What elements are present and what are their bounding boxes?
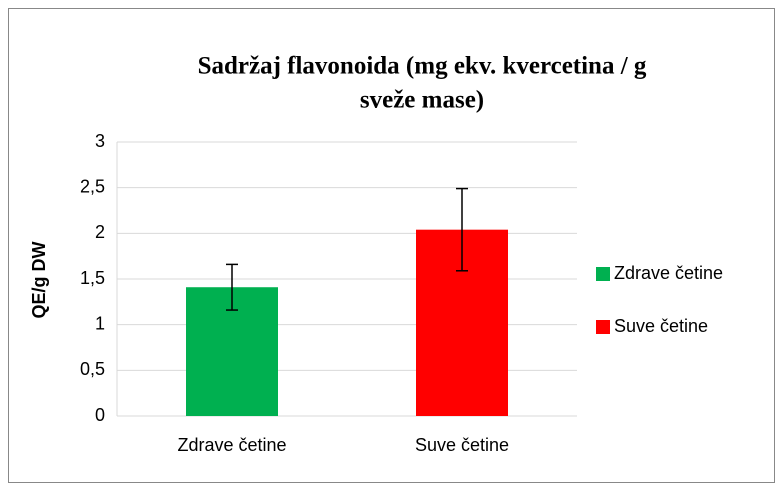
y-axis-label: QE/g DW — [29, 241, 49, 318]
chart-title: sveže mase) — [360, 87, 484, 114]
y-tick-label: 3 — [95, 131, 105, 151]
legend-label: Suve četine — [614, 316, 708, 336]
x-tick-label: Zdrave četine — [177, 435, 286, 455]
y-tick-label: 2,5 — [80, 176, 105, 196]
chart-frame — [8, 8, 775, 483]
y-tick-label: 0 — [95, 405, 105, 425]
chart-title: Sadržaj flavonoida (mg ekv. kvercetina /… — [198, 53, 647, 80]
x-tick-label: Suve četine — [415, 435, 509, 455]
legend-swatch — [596, 320, 610, 334]
y-tick-label: 1,5 — [80, 268, 105, 288]
y-tick-label: 1 — [95, 313, 105, 333]
y-tick-label: 0,5 — [80, 359, 105, 379]
y-tick-label: 2 — [95, 222, 105, 242]
legend-label: Zdrave četine — [614, 263, 723, 283]
legend-swatch — [596, 267, 610, 281]
